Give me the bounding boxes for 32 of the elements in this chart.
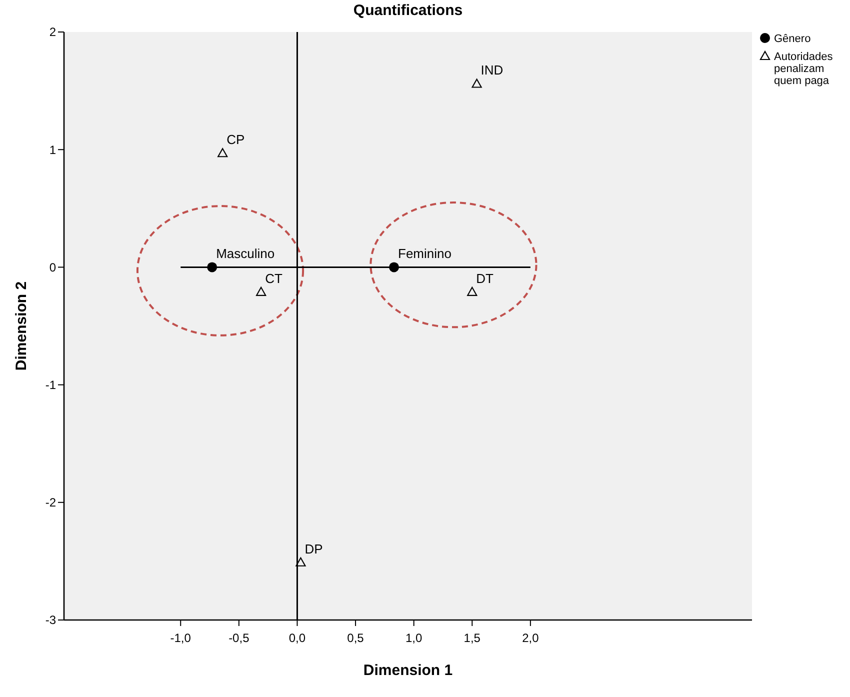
x-tick-label: 1,0 [405, 631, 422, 645]
legend-label: Autoridades penalizam quem paga [774, 50, 834, 88]
chart-title: Quantifications [353, 2, 463, 19]
x-tick-label: 1,5 [464, 631, 481, 645]
point [218, 148, 228, 158]
x-tick-label: 0,0 [288, 631, 306, 645]
y-tick-label: 2 [49, 25, 56, 40]
annotation: DT [476, 270, 494, 286]
y-axis-title: Dimension 2 [13, 281, 30, 371]
y-tick-label: 1 [49, 142, 56, 157]
x-tick-label: 2,0 [522, 631, 540, 645]
y-tick-label: 0 [49, 260, 56, 274]
point [467, 286, 478, 296]
point [389, 262, 400, 272]
annotation: IND [480, 62, 504, 78]
point [256, 286, 266, 296]
y-tick-label: -3 [45, 613, 56, 628]
point [472, 78, 482, 88]
x-axis-title: Dimension 1 [363, 662, 453, 679]
y-tick-label: -2 [45, 496, 56, 510]
x-tick-label: -1,0 [170, 631, 192, 645]
point [207, 262, 218, 272]
legend-label: Gênero [774, 32, 811, 45]
y-tick-label: -1 [45, 378, 56, 392]
annotation: CT [265, 270, 282, 286]
annotation: Feminino [398, 246, 452, 262]
annotation: CP [226, 132, 245, 148]
annotation: Masculino [216, 246, 275, 262]
x-tick-label: -0,5 [228, 631, 250, 645]
x-tick-label: 0,5 [347, 631, 364, 645]
point [296, 557, 306, 566]
annotation: DP [304, 541, 323, 556]
